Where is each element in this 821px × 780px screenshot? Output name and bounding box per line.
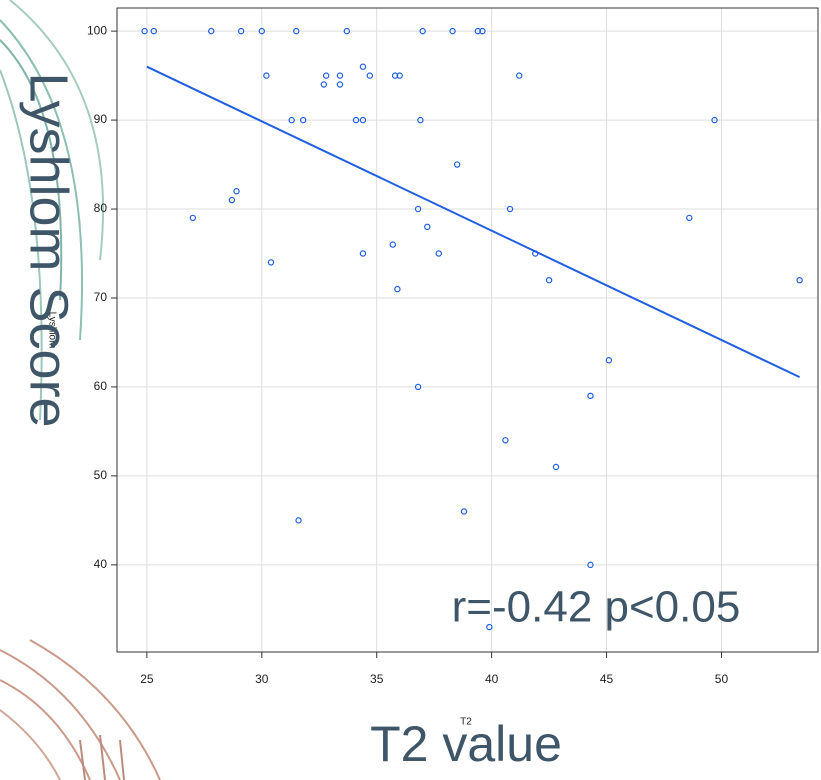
point <box>189 214 197 222</box>
point <box>228 196 236 204</box>
point <box>295 517 302 524</box>
plot-frame <box>116 7 819 653</box>
point <box>258 27 265 35</box>
point <box>391 72 399 79</box>
point <box>460 508 468 515</box>
point <box>366 72 374 79</box>
y-tick-label: 100 <box>87 23 107 37</box>
point <box>587 392 594 400</box>
y-tick-label: 90 <box>94 112 108 126</box>
point <box>288 116 295 124</box>
point <box>267 259 275 266</box>
x-tick-label: 30 <box>255 672 269 686</box>
point <box>150 27 157 35</box>
y-tick-label: 80 <box>94 201 108 215</box>
y-tick-label: 70 <box>94 290 108 304</box>
y-tick-label: 60 <box>94 379 108 393</box>
point <box>516 72 523 79</box>
point <box>474 27 482 35</box>
overlay-x-label: T2 value <box>370 716 562 772</box>
point <box>453 161 461 168</box>
point <box>299 116 307 124</box>
x-tick-label: 50 <box>715 672 729 686</box>
point <box>293 27 300 35</box>
point <box>320 81 328 88</box>
point <box>359 116 367 124</box>
point <box>506 205 514 213</box>
point <box>605 357 613 364</box>
point <box>322 72 330 79</box>
point <box>449 27 456 35</box>
point <box>417 116 424 124</box>
point <box>796 276 803 284</box>
point <box>587 561 594 569</box>
annotation: r=-0.42 p<0.05 <box>452 583 741 632</box>
point <box>479 27 486 35</box>
point <box>394 285 401 293</box>
point <box>336 72 344 79</box>
point <box>502 437 509 444</box>
point <box>424 223 431 231</box>
point <box>414 383 422 391</box>
point <box>343 27 351 35</box>
point <box>359 63 367 70</box>
point <box>208 27 215 35</box>
x-tick-label: 35 <box>370 672 384 686</box>
overlay-y-label: Lyshlom Score <box>19 72 79 427</box>
point <box>359 250 367 257</box>
point <box>233 188 240 195</box>
point <box>419 27 426 35</box>
point <box>237 27 245 35</box>
x-tick-label: 25 <box>140 672 154 686</box>
point <box>141 27 148 35</box>
point <box>263 72 270 79</box>
trend-line <box>146 65 801 379</box>
point <box>435 250 442 257</box>
y-tick-label: 40 <box>94 557 108 571</box>
point <box>686 214 693 222</box>
point <box>389 241 397 248</box>
point <box>552 463 560 471</box>
point <box>414 205 422 213</box>
point <box>396 72 403 79</box>
point <box>486 623 493 631</box>
y-tick-label: 50 <box>94 468 108 482</box>
point <box>711 116 718 124</box>
point <box>545 276 553 284</box>
y-axis-label: Lyshlom <box>46 312 57 349</box>
point <box>336 81 344 88</box>
point <box>352 116 360 124</box>
x-tick-label: 45 <box>600 672 614 686</box>
decoration <box>0 0 161 780</box>
x-tick-label: 40 <box>485 672 499 686</box>
x-axis-label: T2 <box>460 717 472 728</box>
